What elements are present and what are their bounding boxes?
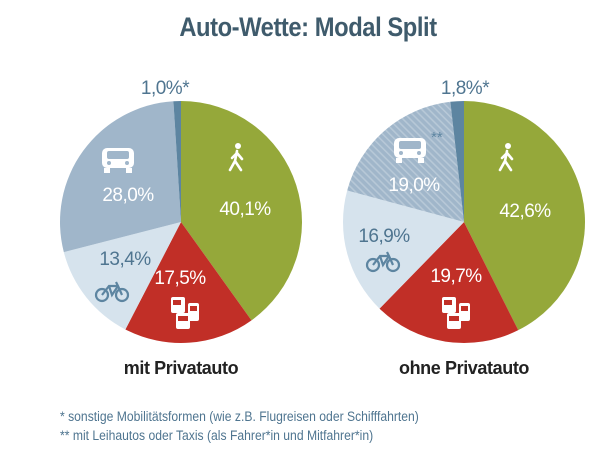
pie-slice [450, 101, 464, 222]
slice-label: 40,1% [219, 199, 271, 220]
pie-slice [379, 222, 519, 344]
footnote-marker: ** [431, 129, 443, 146]
footnote-2: ** mit Leihautos oder Taxis (als Fahrer*… [60, 428, 374, 443]
pie-slice [125, 222, 252, 343]
pie-slice [347, 101, 464, 222]
chart-title: Auto-Wette: Modal Split [179, 12, 437, 42]
slice-label: 1,8%* [440, 78, 490, 99]
slice-label: 16,9% [358, 226, 410, 247]
pie-slice [342, 190, 464, 309]
slice-label: 28,0% [102, 185, 154, 206]
pie-slice [173, 101, 181, 222]
pie-slice [464, 101, 585, 331]
slice-label: 19,0% [388, 175, 440, 196]
footnote-1: * sonstige Mobilitätsformen (wie z.B. Fl… [60, 409, 419, 424]
slice-label: 1,0%* [140, 78, 190, 99]
slice-label: 17,5% [154, 268, 206, 289]
slice-label: 42,6% [499, 201, 551, 222]
pie-slice [181, 101, 303, 321]
slice-label: 19,7% [430, 266, 482, 287]
pie-slice [63, 222, 181, 330]
pie-slice [60, 101, 182, 253]
slice-label: 13,4% [99, 249, 151, 270]
pie-title: mit Privatauto [123, 358, 239, 378]
pie-title: ohne Privatauto [398, 358, 530, 378]
